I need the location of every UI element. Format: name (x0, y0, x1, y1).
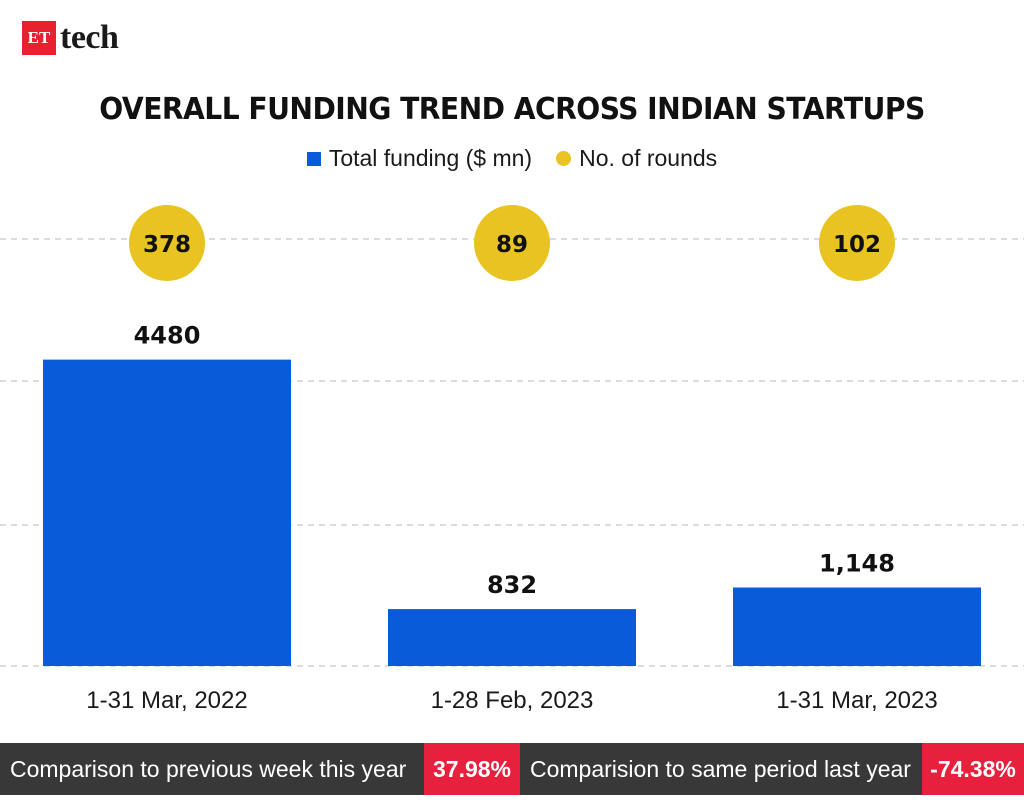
footer-bar: Comparison to previous week this year 37… (0, 743, 1024, 795)
legend-item-rounds: No. of rounds (556, 145, 717, 172)
logo-badge: ET (22, 21, 56, 55)
x-tick-label-0: 1-31 Mar, 2022 (86, 687, 247, 714)
footer-value-previous-week: 37.98% (424, 743, 520, 795)
footer-value-last-year: -74.38% (922, 743, 1024, 795)
x-tick-label-2: 1-31 Mar, 2023 (776, 687, 937, 714)
bar-label-funding-1: 832 (487, 571, 537, 599)
brand-logo: ET tech (22, 19, 119, 56)
legend-swatch-funding (306, 151, 321, 166)
bar-label-funding-0: 4480 (134, 322, 201, 350)
legend-label-rounds: No. of rounds (579, 145, 718, 171)
legend-item-funding: Total funding ($ mn) (306, 145, 533, 172)
legend-swatch-rounds (556, 151, 572, 166)
round-label-1: 89 (496, 232, 528, 258)
legend-label-funding: Total funding ($ mn) (328, 145, 533, 171)
bar-funding-1 (388, 609, 636, 666)
round-marker-2 (819, 205, 895, 281)
round-marker-1 (474, 205, 550, 281)
bar-funding-0 (43, 359, 291, 666)
bar-label-funding-2: 1,148 (819, 549, 895, 577)
round-label-0: 378 (143, 232, 191, 258)
logo-wordmark: tech (60, 19, 119, 56)
bar-funding-2 (733, 587, 981, 666)
chart-legend: Total funding ($ mn) No. of rounds (0, 145, 1024, 172)
footer-label-last-year: Comparision to same period last year (520, 743, 922, 795)
x-tick-label-1: 1-28 Feb, 2023 (431, 687, 594, 714)
round-marker-0 (129, 205, 205, 281)
round-label-2: 102 (833, 232, 881, 258)
footer-label-previous-week: Comparison to previous week this year (0, 743, 424, 795)
chart-title: OVERALL FUNDING TREND ACROSS INDIAN STAR… (99, 92, 925, 127)
chart-plot: 4480 378 1-31 Mar, 2022 832 89 1-28 Feb, 2023… (0, 205, 1024, 714)
